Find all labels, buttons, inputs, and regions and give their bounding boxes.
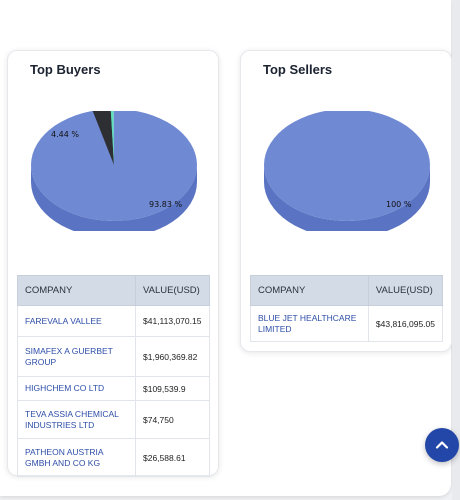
company-link[interactable]: FAREVALA VALLEE	[17, 305, 136, 337]
pie-slice-blue-jet-healthcare[interactable]	[264, 111, 430, 221]
top-buyers-title: Top Buyers	[30, 62, 101, 77]
table-header-row: COMPANY VALUE(USD)	[17, 275, 210, 306]
top-sellers-table: COMPANY VALUE(USD) BLUE JET HEALTHCARE L…	[250, 275, 444, 342]
table-row: SIMAFEX A GUERBET GROUP $1,960,369.82	[17, 336, 210, 377]
column-header-company: COMPANY	[17, 275, 136, 306]
value-cell: $41,113,070.15	[135, 305, 210, 337]
table-row: BLUE JET HEALTHCARE LIMITED $43,816,095.…	[250, 305, 444, 342]
arrow-up-icon	[435, 441, 449, 449]
scroll-to-top-button[interactable]	[425, 428, 459, 462]
value-cell: $109,539.9	[135, 376, 210, 401]
company-link[interactable]: PATHEON AUSTRIA GMBH AND CO KG	[17, 438, 136, 477]
content-panel: Top Buyers 93.83 % 4.44 % COMPANY VALUE(…	[0, 0, 452, 496]
pie-slice-simafex[interactable]	[92, 111, 114, 165]
top-buyers-card: Top Buyers 93.83 % 4.44 % COMPANY VALUE(…	[7, 50, 219, 477]
pie-label-minor: 4.44 %	[51, 130, 79, 139]
page-scrollbar[interactable]	[452, 0, 460, 500]
value-cell: $26,588.61	[135, 438, 210, 477]
top-buyers-pie-chart: 93.83 % 4.44 %	[31, 111, 197, 231]
top-sellers-pie-chart: 100 %	[264, 111, 430, 231]
top-sellers-title: Top Sellers	[263, 62, 333, 77]
company-link[interactable]: BLUE JET HEALTHCARE LIMITED	[250, 305, 369, 342]
table-row: PATHEON AUSTRIA GMBH AND CO KG $26,588.6…	[17, 438, 210, 477]
company-link[interactable]: SIMAFEX A GUERBET GROUP	[17, 336, 136, 377]
column-header-value: VALUE(USD)	[135, 275, 210, 306]
value-cell: $74,750	[135, 400, 210, 439]
company-link[interactable]: TEVA ASSIA CHEMICAL INDUSTRIES LTD	[17, 400, 136, 439]
table-row: HIGHCHEM CO LTD $109,539.9	[17, 376, 210, 401]
value-cell: $43,816,095.05	[367, 305, 444, 342]
pie-slice-highchem[interactable]	[110, 111, 114, 165]
column-header-value: VALUE(USD)	[367, 275, 444, 306]
table-header-row: COMPANY VALUE(USD)	[250, 275, 444, 306]
pie-depth-side	[264, 165, 430, 231]
pie-label-major: 93.83 %	[149, 200, 182, 209]
pie-slice-farevala-vallee[interactable]	[31, 111, 197, 221]
top-sellers-card: Top Sellers 100 % COMPANY VALUE(USD) BLU…	[240, 50, 452, 352]
company-link[interactable]: HIGHCHEM CO LTD	[17, 376, 136, 401]
top-buyers-table: COMPANY VALUE(USD) FAREVALA VALLEE $41,1…	[17, 275, 210, 477]
pie-depth-side	[31, 165, 197, 231]
table-row: FAREVALA VALLEE $41,113,070.15	[17, 305, 210, 337]
value-cell: $1,960,369.82	[135, 336, 210, 377]
pie-label-major: 100 %	[386, 200, 412, 209]
table-row: TEVA ASSIA CHEMICAL INDUSTRIES LTD $74,7…	[17, 400, 210, 439]
column-header-company: COMPANY	[250, 275, 369, 306]
